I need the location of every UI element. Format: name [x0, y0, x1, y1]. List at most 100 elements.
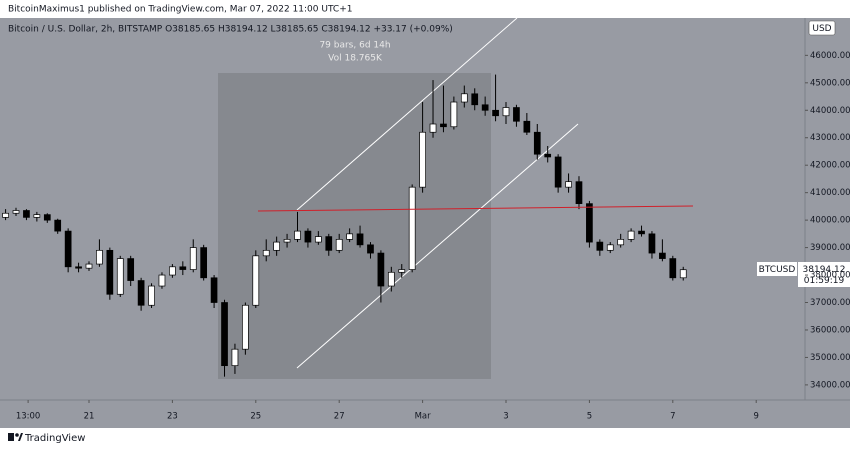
y-tick-label: 35000.00 — [810, 353, 850, 363]
candle-body — [367, 244, 374, 254]
candle-body — [304, 230, 312, 243]
candle-body — [64, 230, 72, 268]
candle-body — [346, 233, 353, 240]
x-tick-label: 9 — [753, 412, 758, 422]
x-tick-label: 5 — [587, 412, 592, 422]
candle-body — [189, 247, 197, 270]
candle-body — [617, 238, 625, 246]
candle-body — [314, 236, 322, 243]
brand: TradingView — [24, 433, 85, 444]
candle-body — [85, 263, 93, 269]
candle-body — [294, 230, 301, 240]
candle-body — [544, 153, 552, 158]
y-tick-label: 42000.00 — [810, 161, 850, 171]
candle-body — [12, 210, 20, 214]
x-tick-label: 3 — [503, 412, 508, 422]
range-bars: 79 bars, 6d 14h — [319, 41, 390, 51]
x-tick-label: 7 — [670, 412, 675, 422]
candle-body — [335, 238, 343, 251]
candle-body — [606, 244, 614, 251]
candle-body — [429, 123, 437, 133]
candle-body — [554, 156, 562, 188]
candle-body — [252, 255, 260, 306]
candle-body — [648, 233, 656, 254]
candle-body — [356, 233, 364, 246]
candle-body — [377, 252, 385, 287]
candle-body — [179, 266, 187, 270]
candle-body — [283, 238, 291, 243]
candle-body — [502, 107, 510, 117]
candle-body — [481, 104, 489, 111]
y-tick-label: 40000.00 — [810, 216, 850, 226]
footer — [0, 428, 850, 450]
candle-body — [221, 302, 228, 367]
candle-body — [158, 274, 166, 287]
candle-body — [75, 266, 82, 269]
candle-body — [210, 277, 218, 303]
candle-body — [137, 280, 145, 306]
y-tick-label: 39000.00 — [810, 243, 850, 253]
candle-body — [471, 93, 479, 106]
y-tick-label: 41000.00 — [810, 188, 850, 198]
y-tick-label: 34000.00 — [810, 380, 850, 390]
y-tick-label: 36000.00 — [810, 325, 850, 335]
candle-body — [492, 109, 499, 117]
candle-body — [408, 186, 416, 270]
candle-body — [565, 181, 572, 188]
candle-body — [419, 131, 426, 188]
publisher: BitcoinMaximus1 published on TradingView… — [8, 5, 352, 15]
last-price-badge — [798, 262, 850, 287]
candle-body — [586, 203, 593, 243]
x-tick-label: 13:00 — [16, 412, 41, 422]
candle-body — [669, 258, 677, 279]
candle-body — [398, 269, 406, 273]
currency: USD — [812, 24, 831, 34]
candle-body — [533, 131, 541, 155]
y-tick-label: 38000.00 — [810, 271, 850, 281]
candle-body — [231, 348, 239, 367]
candle-body — [387, 271, 395, 287]
symbol-label: BTCUSD — [759, 265, 796, 275]
candle-body — [116, 258, 124, 295]
x-tick-label: 25 — [250, 412, 261, 422]
candle-body — [23, 210, 30, 218]
date-range-box — [218, 73, 491, 379]
resistance-line — [257, 205, 694, 212]
candle-body — [638, 230, 645, 235]
symbol-badge — [757, 262, 797, 276]
candle-body — [460, 93, 468, 103]
y-tick-label: 46000.00 — [810, 51, 850, 61]
legend: Bitcoin / U.S. Dollar, 2h, BITSTAMP O381… — [8, 25, 453, 35]
range-volume: Vol 18.765K — [328, 54, 383, 64]
y-tick-label: 43000.00 — [810, 133, 850, 143]
y-tick-label: 37000.00 — [810, 298, 850, 308]
candle-body — [200, 247, 208, 279]
candle-body — [242, 304, 249, 350]
last-price: 38194.12 — [803, 265, 846, 275]
x-tick-label: 27 — [334, 412, 345, 422]
x-tick-label: 23 — [167, 412, 178, 422]
candle-body — [659, 252, 666, 259]
candle-body — [679, 269, 687, 279]
candle-body — [513, 107, 520, 122]
candle-body — [43, 214, 51, 221]
candle-body — [148, 285, 155, 306]
channel-lower — [296, 123, 579, 369]
logo-part — [8, 433, 14, 441]
candle-body — [106, 249, 114, 295]
plot — [2, 74, 687, 377]
candle-body — [262, 249, 270, 257]
candle-body — [2, 212, 9, 218]
candle-body — [575, 181, 583, 204]
candle-body — [169, 266, 176, 276]
candle-body — [33, 214, 41, 218]
candle-body — [596, 241, 604, 251]
x-tick-label: Mar — [415, 412, 432, 422]
currency-badge — [808, 20, 836, 36]
candle-body — [440, 123, 447, 128]
x-tick-label: 21 — [84, 412, 95, 422]
y-tick-label: 44000.00 — [810, 106, 850, 116]
logo-part — [15, 433, 19, 437]
